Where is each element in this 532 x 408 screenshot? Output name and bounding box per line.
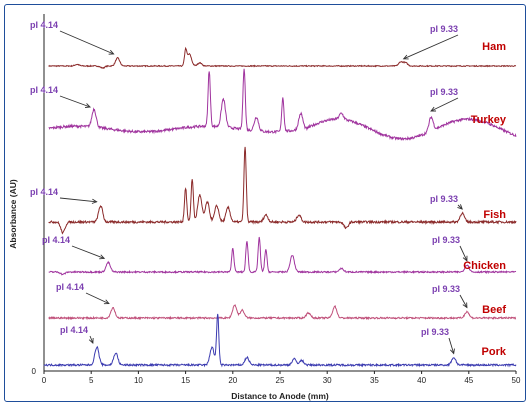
trace-chicken xyxy=(48,236,517,276)
pi-arrow-head xyxy=(457,204,463,210)
pi-arrow-shaft xyxy=(459,294,468,308)
pi-arrow-shaft xyxy=(459,245,468,261)
x-tick-label: 30 xyxy=(323,376,332,385)
x-tick-label: 0 xyxy=(42,376,47,385)
y-axis-title: Absorbance (AU) xyxy=(8,179,18,249)
x-tick-label: 15 xyxy=(181,376,190,385)
pi-arrow-head xyxy=(88,337,94,344)
pi-arrow-shaft xyxy=(430,97,459,112)
pi-arrow-shaft xyxy=(59,95,91,108)
pi-annotation: pI 9.33 xyxy=(421,327,449,337)
series-label-pork: Pork xyxy=(482,346,507,358)
traces xyxy=(43,46,517,368)
series-label-fish: Fish xyxy=(483,209,506,221)
trace-ham xyxy=(48,46,517,70)
pi-arrow-head xyxy=(108,49,115,55)
pi-arrow-head xyxy=(103,299,110,305)
series-label-ham: Ham xyxy=(482,41,506,53)
axes: 0 0 5 10 15 20 25 30 35 40 45 50 Distance to Anode… xyxy=(8,14,521,401)
pi-annotation: pI 4.14 xyxy=(42,235,70,245)
x-tick-label: 10 xyxy=(134,376,143,385)
x-tick-label: 25 xyxy=(276,376,285,385)
pi-annotation: pI 9.33 xyxy=(430,24,458,34)
pi-arrow-shaft xyxy=(59,197,97,203)
pi-arrow-shaft xyxy=(71,245,105,259)
pi-annotation: pI 4.14 xyxy=(30,187,58,197)
pi-annotation: pI 4.14 xyxy=(30,20,58,30)
pi-arrow-head xyxy=(91,198,98,204)
pi-annotation: pI 4.14 xyxy=(60,325,88,335)
trace-turkey xyxy=(48,68,517,141)
pi-arrow-head xyxy=(85,103,92,108)
x-tick-label: 5 xyxy=(89,376,94,385)
pi-arrow-head xyxy=(462,302,468,309)
x-tick-label: 35 xyxy=(370,376,379,385)
pi-annotation: pI 9.33 xyxy=(430,87,458,97)
x-tick-label: 20 xyxy=(228,376,237,385)
pi-arrow-shaft xyxy=(89,335,94,344)
pi-arrow-head xyxy=(449,348,455,355)
series-label-chicken: Chicken xyxy=(463,260,506,272)
pi-arrow-shaft xyxy=(85,292,110,305)
trace-pork xyxy=(43,313,517,368)
pi-arrow-shaft xyxy=(448,337,455,354)
pi-arrow-head xyxy=(430,106,437,112)
x-tick-label: 45 xyxy=(464,376,473,385)
x-ticks: 0 5 10 15 20 25 30 35 40 45 50 xyxy=(42,371,521,385)
pi-annotation: pI 9.33 xyxy=(432,284,460,294)
series-label-turkey: Turkey xyxy=(471,114,507,126)
pi-arrow-shaft xyxy=(403,34,459,60)
x-axis-title: Distance to Anode (mm) xyxy=(231,391,329,401)
pi-arrow-head xyxy=(462,255,468,262)
trace-fish xyxy=(48,146,517,235)
pi-arrow-head xyxy=(99,254,106,260)
pi-annotation: pI 4.14 xyxy=(56,282,84,292)
series-label-beef: Beef xyxy=(482,304,506,316)
pi-annotation: pI 9.33 xyxy=(430,194,458,204)
pi-arrow-shaft xyxy=(59,30,114,55)
x-tick-label: 40 xyxy=(417,376,426,385)
x-tick-label: 50 xyxy=(512,376,521,385)
y-zero-tick-label: 0 xyxy=(32,367,37,376)
pi-annotation: pI 4.14 xyxy=(30,85,58,95)
figure-frame xyxy=(4,4,526,402)
pi-annotation: pI 9.33 xyxy=(432,235,460,245)
pi-arrow-head xyxy=(402,54,409,60)
trace-beef xyxy=(48,304,517,321)
trace-labels: Ham pI 4.14 pI 9.33 Turkey pI 4.14 pI 9.33 Fis… xyxy=(30,20,507,358)
